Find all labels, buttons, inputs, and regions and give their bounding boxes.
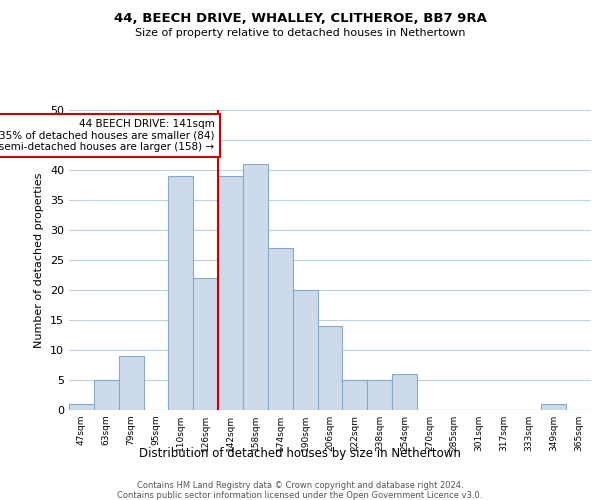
Bar <box>317 326 343 410</box>
Bar <box>243 164 268 410</box>
Bar <box>293 290 317 410</box>
Bar <box>392 374 417 410</box>
Bar <box>169 176 193 410</box>
Bar <box>268 248 293 410</box>
Bar <box>94 380 119 410</box>
Text: 44, BEECH DRIVE, WHALLEY, CLITHEROE, BB7 9RA: 44, BEECH DRIVE, WHALLEY, CLITHEROE, BB7… <box>113 12 487 26</box>
Bar <box>367 380 392 410</box>
Y-axis label: Number of detached properties: Number of detached properties <box>34 172 44 348</box>
Text: Contains HM Land Registry data © Crown copyright and database right 2024.: Contains HM Land Registry data © Crown c… <box>137 481 463 490</box>
Bar <box>218 176 243 410</box>
Bar <box>69 404 94 410</box>
Text: Distribution of detached houses by size in Nethertown: Distribution of detached houses by size … <box>139 448 461 460</box>
Text: Size of property relative to detached houses in Nethertown: Size of property relative to detached ho… <box>135 28 465 38</box>
Bar <box>193 278 218 410</box>
Bar <box>119 356 143 410</box>
Text: Contains public sector information licensed under the Open Government Licence v3: Contains public sector information licen… <box>118 491 482 500</box>
Bar <box>541 404 566 410</box>
Text: 44 BEECH DRIVE: 141sqm
← 35% of detached houses are smaller (84)
65% of semi-det: 44 BEECH DRIVE: 141sqm ← 35% of detached… <box>0 119 214 152</box>
Bar <box>343 380 367 410</box>
